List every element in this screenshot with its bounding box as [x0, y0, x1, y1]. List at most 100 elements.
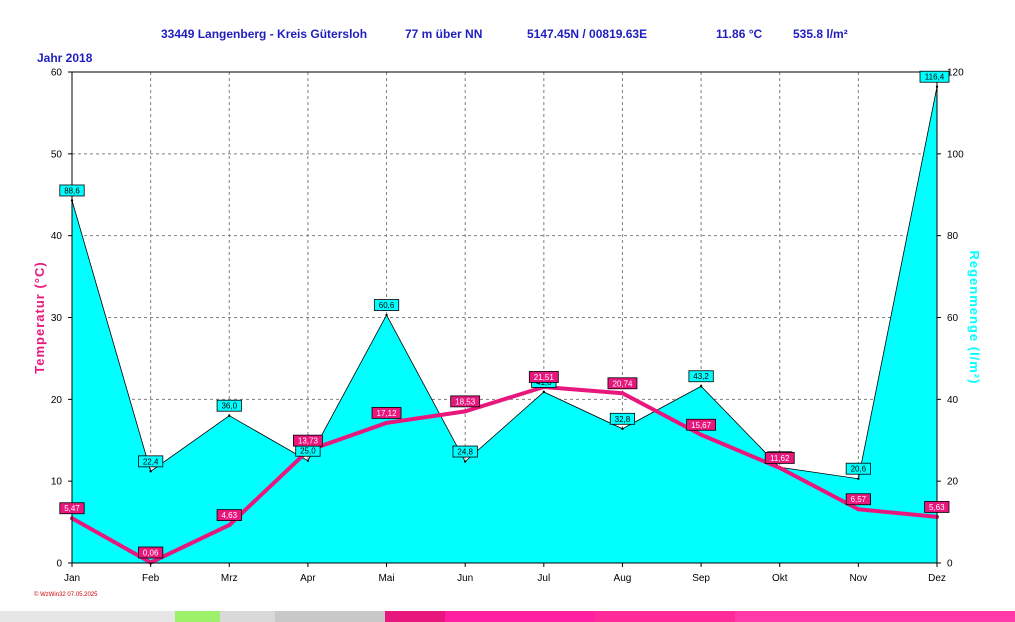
temperature-value-label: 0,06 — [138, 546, 164, 559]
data-label-text: 21,51 — [534, 373, 555, 382]
data-label-text: 11,62 — [770, 454, 790, 463]
data-label-text: 22,4 — [143, 457, 159, 466]
rain-point — [385, 313, 388, 317]
rain-area — [71, 86, 938, 564]
data-label-box — [371, 407, 402, 419]
temperature-value-label: 21,51 — [528, 371, 559, 383]
rain-value-label: 20,6 — [845, 462, 871, 475]
data-label-box — [609, 412, 636, 425]
rain-point — [699, 385, 703, 388]
data-label-text: 0,06 — [143, 549, 159, 558]
data-label-text: 17,12 — [377, 409, 398, 418]
temperature-value-label: 15,67 — [686, 418, 716, 431]
data-label-box — [764, 452, 795, 464]
data-label-text: 43,2 — [693, 372, 709, 381]
data-label-box — [216, 399, 242, 412]
data-label-box — [686, 418, 716, 431]
temperature-line — [71, 384, 938, 565]
data-label-text: 32,8 — [615, 415, 631, 424]
data-label-text: 36,0 — [221, 402, 237, 411]
y-tick-label-left: 40 — [51, 231, 63, 242]
y-tick-label-right: 0 — [947, 559, 953, 570]
x-tick-label: Okt — [772, 573, 788, 584]
temperature-value-label: 17,12 — [371, 407, 402, 419]
rain-value-label: 88,6 — [59, 184, 85, 197]
y-tick-label-right: 120 — [947, 68, 964, 79]
rain-value-label: 22,4 — [138, 455, 164, 468]
rain-value-label: 116,4 — [919, 70, 950, 83]
temperature-point — [856, 507, 861, 512]
data-label-text: 60,6 — [379, 301, 395, 310]
x-tick-label: Feb — [142, 573, 160, 584]
x-tick-label: Nov — [849, 573, 867, 584]
chart-header: 33449 Langenberg - Kreis Gütersloh 77 m … — [37, 27, 848, 65]
data-label-box — [607, 377, 638, 390]
x-tick-label: Mai — [378, 573, 394, 584]
rain-point — [149, 470, 152, 473]
data-label-box — [924, 501, 950, 513]
x-tick-label: Jul — [537, 573, 550, 584]
average-temperature: 11.86 °C — [716, 27, 763, 41]
temperature-point — [699, 432, 704, 437]
x-tick-label: Mrz — [221, 573, 238, 584]
station-coordinates: 5147.45N / 00819.63E — [527, 27, 647, 41]
data-labels: 88,622,436,025,060,624,841,832,843,223,4… — [59, 70, 950, 559]
y-tick-label-left: 60 — [51, 68, 63, 79]
data-label-box — [138, 546, 164, 559]
y-tick-label-left: 50 — [51, 149, 63, 160]
temperature-value-label: 6,57 — [845, 493, 871, 506]
temperature-value-label: 4,63 — [216, 509, 242, 522]
rain-value-label: 43,2 — [688, 370, 714, 383]
temperature-value-label: 5,63 — [924, 501, 950, 513]
x-tick-label: Dez — [928, 573, 946, 584]
y-tick-label-right: 100 — [947, 149, 964, 160]
data-label-box — [373, 299, 400, 311]
x-tick-label: Sep — [692, 573, 710, 584]
rain-value-label: 60,6 — [373, 299, 400, 311]
temperature-value-label: 18,53 — [450, 395, 481, 408]
temperature-value-label: 5,47 — [59, 502, 85, 515]
data-label-box — [919, 70, 950, 83]
rain-point — [621, 427, 624, 430]
data-label-box — [845, 493, 871, 506]
temperature-value-label: 11,62 — [764, 452, 795, 464]
data-label-text: 20,6 — [851, 465, 867, 474]
y-tick-label-right: 60 — [947, 313, 959, 324]
y-axis-label-rain: Regenmenge (l/m²) — [967, 250, 982, 384]
y-tick-label-left: 0 — [56, 559, 62, 570]
rain-value-label: 36,0 — [216, 399, 242, 412]
rain-value-label: 25,0 — [295, 444, 321, 457]
rain-point — [542, 390, 546, 394]
y-tick-label-left: 10 — [51, 477, 63, 488]
data-label-text: 13,73 — [298, 437, 319, 446]
station-elevation: 77 m über NN — [405, 27, 482, 41]
data-label-box — [845, 462, 871, 475]
rain-value-label: 32,8 — [609, 412, 636, 425]
data-label-text: 6,57 — [851, 495, 867, 504]
rain-value-label: 24,8 — [452, 445, 478, 458]
data-label-text: 5,47 — [64, 504, 80, 513]
data-label-box — [528, 371, 559, 383]
rain-point — [857, 477, 860, 480]
taskbar-strip — [0, 611, 1015, 622]
data-label-box — [450, 395, 481, 408]
y-tick-label-left: 30 — [51, 313, 63, 324]
y-tick-label-right: 20 — [947, 477, 959, 488]
x-tick-label: Apr — [300, 573, 316, 584]
data-label-box — [138, 455, 164, 468]
data-label-text: 25,0 — [300, 447, 316, 456]
year-label: Jahr 2018 — [37, 51, 93, 65]
rain-point — [228, 414, 231, 417]
x-tick-label: Aug — [614, 573, 632, 584]
total-rainfall: 535.8 l/m² — [793, 27, 848, 41]
temperature-point — [227, 523, 232, 528]
y-tick-label-right: 40 — [947, 395, 959, 406]
x-tick-label: Jan — [64, 573, 80, 584]
data-label-box — [216, 509, 242, 522]
temperature-value-label: 13,73 — [293, 434, 323, 447]
data-label-text: 4,63 — [221, 511, 237, 520]
rain-point — [463, 460, 467, 463]
data-label-box — [293, 434, 323, 447]
temperature-value-label: 20,74 — [607, 377, 638, 390]
